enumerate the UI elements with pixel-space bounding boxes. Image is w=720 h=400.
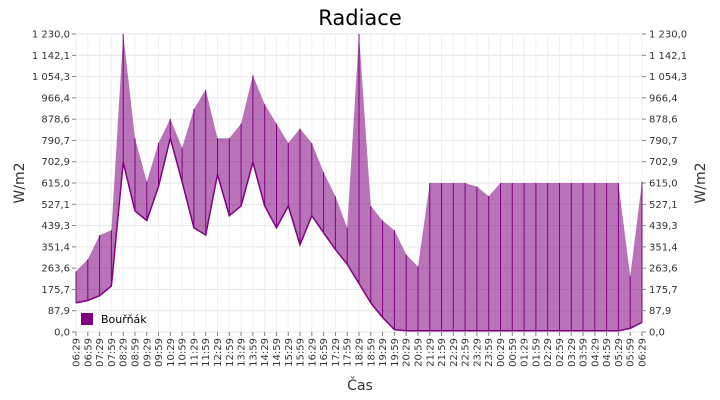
legend-label: Bouřňák bbox=[101, 313, 147, 326]
y-tick-label-left: 615,0 bbox=[41, 179, 70, 190]
y-tick-label-right: 439,3 bbox=[649, 221, 678, 232]
y-tick-label-left: 966,4 bbox=[41, 93, 70, 104]
y-tick-label-left: 702,9 bbox=[41, 157, 70, 168]
y-tick-label-right: 878,6 bbox=[649, 115, 678, 126]
y-tick-label-right: 1 230,0 bbox=[649, 30, 687, 41]
y-tick-label-right: 966,4 bbox=[649, 93, 678, 104]
x-tick-label: 07:59 bbox=[107, 338, 118, 367]
y-tick-label-left: 527,1 bbox=[41, 200, 70, 211]
x-tick-label: 10:29 bbox=[166, 338, 177, 367]
y-tick-label-right: 527,1 bbox=[649, 200, 678, 211]
chart-title: Radiace bbox=[318, 6, 402, 30]
x-tick-label: 14:29 bbox=[260, 338, 271, 367]
x-tick-label: 01:29 bbox=[520, 338, 531, 367]
x-tick-label: 16:59 bbox=[319, 338, 330, 367]
y-tick-label-right: 87,9 bbox=[649, 306, 671, 317]
y-tick-label-right: 0,0 bbox=[649, 328, 665, 339]
x-tick-label: 11:29 bbox=[189, 338, 200, 367]
x-tick-label: 03:29 bbox=[567, 338, 578, 367]
x-tick-label: 20:59 bbox=[413, 338, 424, 367]
x-tick-label: 23:59 bbox=[484, 338, 495, 367]
y-axis-left: 0,0 87,9 175,7 263,6 351,4 439,3 527,1 615,0 702… bbox=[32, 30, 76, 339]
x-tick-label: 15:29 bbox=[284, 338, 295, 367]
x-tick-label: 07:29 bbox=[95, 338, 106, 367]
x-tick-label: 21:59 bbox=[437, 338, 448, 367]
x-tick-label: 14:59 bbox=[272, 338, 283, 367]
x-tick-label: 13:59 bbox=[248, 338, 259, 367]
y-axis-label-right: W/m2 bbox=[693, 162, 709, 203]
x-tick-label: 22:59 bbox=[461, 338, 472, 367]
y-tick-label-left: 1 054,3 bbox=[32, 72, 70, 83]
y-tick-label-right: 351,4 bbox=[649, 242, 678, 253]
x-tick-label: 01:59 bbox=[531, 338, 542, 367]
y-tick-label-right: 790,7 bbox=[649, 136, 678, 147]
y-tick-label-left: 878,6 bbox=[41, 115, 70, 126]
x-tick-label: 10:59 bbox=[178, 338, 189, 367]
x-tick-label: 21:29 bbox=[425, 338, 436, 367]
x-tick-label: 00:29 bbox=[496, 338, 507, 367]
y-tick-label-left: 1 142,1 bbox=[32, 51, 70, 62]
x-tick-label: 13:29 bbox=[237, 338, 248, 367]
x-tick-label: 06:29 bbox=[638, 338, 649, 367]
y-tick-label-right: 263,6 bbox=[649, 264, 678, 275]
x-tick-label: 11:59 bbox=[201, 338, 212, 367]
x-axis: 06:29 06:59 07:29 07:59 08:29 08:59 09:29 09:59… bbox=[72, 332, 649, 367]
x-tick-label: 22:29 bbox=[449, 338, 460, 367]
legend-swatch bbox=[81, 313, 93, 325]
x-tick-label: 17:59 bbox=[343, 338, 354, 367]
x-tick-label: 05:59 bbox=[626, 338, 637, 367]
series-layer bbox=[75, 34, 643, 332]
y-tick-label-left: 263,6 bbox=[41, 264, 70, 275]
y-tick-label-left: 0,0 bbox=[54, 328, 70, 339]
x-tick-label: 02:59 bbox=[555, 338, 566, 367]
x-tick-label: 23:29 bbox=[472, 338, 483, 367]
x-tick-label: 12:29 bbox=[213, 338, 224, 367]
x-tick-label: 16:29 bbox=[307, 338, 318, 367]
y-tick-label-left: 790,7 bbox=[41, 136, 70, 147]
x-tick-label: 02:29 bbox=[543, 338, 554, 367]
y-tick-label-left: 351,4 bbox=[41, 242, 70, 253]
x-tick-label: 19:59 bbox=[390, 338, 401, 367]
y-tick-label-left: 175,7 bbox=[41, 285, 70, 296]
x-axis-label: Čas bbox=[347, 376, 373, 394]
x-tick-label: 17:29 bbox=[331, 338, 342, 367]
x-tick-label: 08:59 bbox=[130, 338, 141, 367]
legend: Bouřňák bbox=[81, 313, 147, 326]
x-tick-label: 03:59 bbox=[579, 338, 590, 367]
x-tick-label: 06:29 bbox=[72, 338, 83, 367]
y-axis-right: 0,0 87,9 175,7 263,6 351,4 439,3 527,1 615,0 702… bbox=[642, 30, 687, 339]
x-tick-label: 04:59 bbox=[602, 338, 613, 367]
y-tick-label-left: 1 230,0 bbox=[32, 30, 70, 41]
x-tick-label: 09:29 bbox=[142, 338, 153, 367]
y-tick-label-right: 615,0 bbox=[649, 179, 678, 190]
x-tick-label: 18:29 bbox=[355, 338, 366, 367]
x-tick-label: 06:59 bbox=[83, 338, 94, 367]
x-tick-label: 12:59 bbox=[225, 338, 236, 367]
y-tick-label-right: 1 142,1 bbox=[649, 51, 687, 62]
y-tick-label-right: 1 054,3 bbox=[649, 72, 687, 83]
x-tick-label: 15:59 bbox=[296, 338, 307, 367]
x-tick-label: 09:59 bbox=[154, 338, 165, 367]
y-tick-label-right: 175,7 bbox=[649, 285, 678, 296]
y-tick-label-left: 439,3 bbox=[41, 221, 70, 232]
x-tick-label: 04:29 bbox=[590, 338, 601, 367]
x-tick-label: 05:29 bbox=[614, 338, 625, 367]
x-tick-label: 08:29 bbox=[119, 338, 130, 367]
x-tick-label: 00:59 bbox=[508, 338, 519, 367]
y-tick-label-left: 87,9 bbox=[48, 306, 70, 317]
x-tick-label: 20:29 bbox=[402, 338, 413, 367]
x-tick-label: 19:29 bbox=[378, 338, 389, 367]
y-axis-label-left: W/m2 bbox=[12, 162, 28, 203]
y-tick-label-right: 702,9 bbox=[649, 157, 678, 168]
x-tick-label: 18:59 bbox=[366, 338, 377, 367]
